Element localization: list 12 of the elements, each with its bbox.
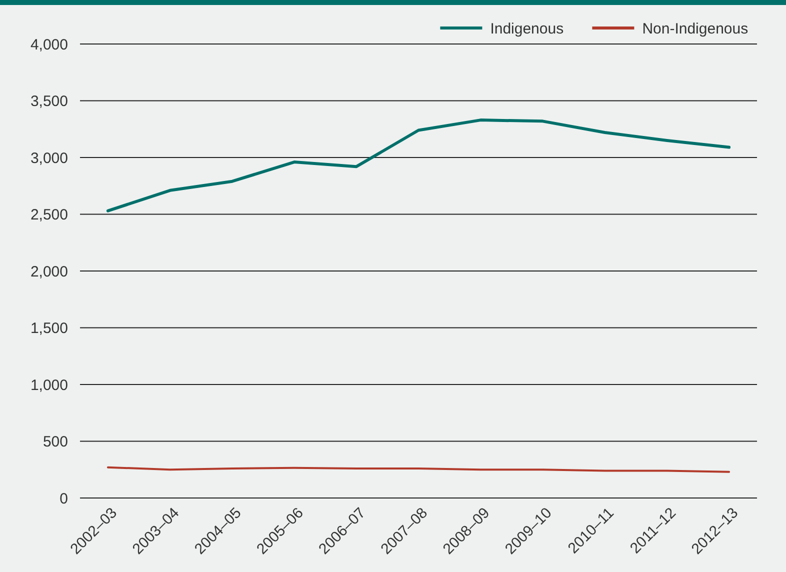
y-tick-label: 3,000 (30, 150, 68, 167)
y-tick-label: 1,000 (30, 376, 68, 394)
y-tick-label: 3,500 (30, 93, 68, 110)
legend-label: Non-Indigenous (642, 20, 748, 38)
y-tick-label: 1,500 (30, 320, 68, 337)
line-series (106, 118, 731, 212)
y-tick-label: 4,000 (30, 36, 68, 54)
y-tick-label: 2,500 (30, 206, 68, 224)
y-tick-label: 500 (42, 434, 68, 450)
legend-label: Indigenous (490, 20, 564, 38)
y-tick-label: 0 (60, 490, 68, 508)
y-tick-label: 2,000 (30, 263, 68, 280)
